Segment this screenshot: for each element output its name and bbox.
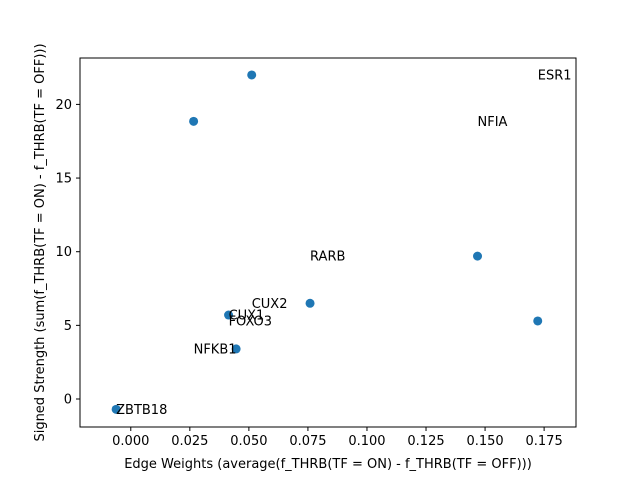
x-tick-label: 0.175 — [526, 434, 563, 449]
annotation-cux1: CUX1 — [229, 309, 265, 324]
y-tick-label: 10 — [55, 245, 72, 260]
y-tick-label: 20 — [55, 98, 72, 113]
x-axis-ticks: 0.000 0.025 0.050 0.075 0.100 0.125 0.150 0.175 — [112, 427, 563, 449]
y-tick-label: 0 — [64, 393, 72, 408]
annotation-nfkb1: NFKB1 — [194, 342, 237, 357]
x-tick-label: 0.000 — [112, 434, 149, 449]
x-tick-label: 0.125 — [407, 434, 444, 449]
annotation-nfia: NFIA — [478, 115, 508, 130]
data-points — [111, 70, 543, 414]
x-tick-label: 0.150 — [466, 434, 503, 449]
x-tick-label: 0.100 — [348, 434, 385, 449]
annotation-zbtb18: ZBTB18 — [116, 403, 167, 418]
x-tick-label: 0.050 — [230, 434, 267, 449]
y-tick-label: 5 — [64, 319, 72, 334]
data-point-6 — [231, 344, 241, 354]
annotation-cux2: CUX2 — [252, 297, 288, 312]
annotation-esr1: ESR1 — [538, 68, 572, 83]
data-point-2 — [473, 251, 483, 261]
y-axis-ticks: 0 5 10 15 20 — [55, 98, 80, 408]
x-tick-label: 0.075 — [289, 434, 326, 449]
y-tick-label: 15 — [55, 172, 72, 187]
annotation-foxo3: FOXO3 — [229, 314, 272, 329]
data-point-4 — [533, 316, 543, 326]
data-point-1 — [189, 116, 199, 126]
y-axis-label: Signed Strength (sum(f_THRB(TF = ON) - f… — [33, 43, 48, 441]
x-tick-label: 0.025 — [171, 434, 208, 449]
data-point-7 — [111, 404, 121, 414]
x-axis-label: Edge Weights (average(f_THRB(TF = ON) - … — [124, 457, 532, 472]
plot-frame — [79, 57, 577, 428]
data-point-5 — [224, 310, 234, 320]
data-point-3 — [305, 298, 315, 308]
data-point-0 — [247, 70, 257, 80]
annotation-rarb: RARB — [310, 250, 345, 265]
